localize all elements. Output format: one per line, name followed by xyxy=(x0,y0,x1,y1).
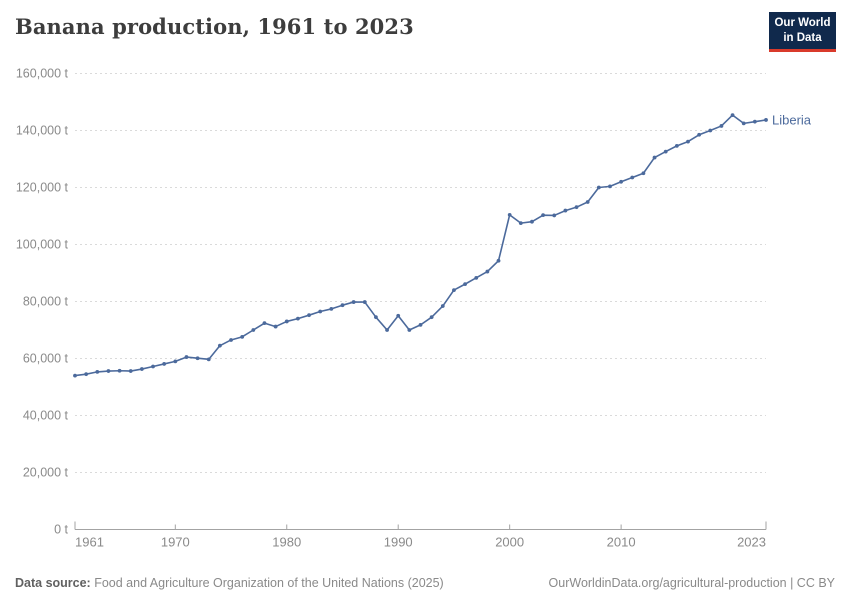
data-point xyxy=(764,118,768,122)
data-point xyxy=(173,359,178,364)
data-point xyxy=(162,362,167,366)
data-point xyxy=(518,221,523,226)
data-point xyxy=(563,208,568,213)
data-point xyxy=(117,368,122,373)
y-tick-label: 160,000 t xyxy=(16,67,69,81)
data-point xyxy=(128,369,133,373)
data-point xyxy=(741,121,746,126)
data-point xyxy=(151,364,155,369)
data-point xyxy=(262,321,267,326)
x-tick-label: 1961 xyxy=(75,535,104,550)
data-point xyxy=(452,288,456,292)
y-tick-label: 0 t xyxy=(54,523,68,537)
data-point xyxy=(663,149,668,154)
data-point xyxy=(184,355,189,359)
data-point xyxy=(284,319,289,324)
owid-logo-text: Our World in Data xyxy=(774,17,831,44)
x-tick-label: 1970 xyxy=(161,535,190,550)
y-tick-label: 60,000 t xyxy=(23,352,69,366)
data-point xyxy=(240,334,245,339)
x-tick-label: 2000 xyxy=(495,535,524,550)
x-tick-label: 1980 xyxy=(272,535,301,550)
data-point xyxy=(73,373,77,378)
data-point xyxy=(608,184,612,189)
footer-datasource: Data source: Food and Agriculture Organi… xyxy=(15,576,444,590)
data-point xyxy=(574,205,579,210)
data-point xyxy=(195,356,200,361)
x-tick-label: 1990 xyxy=(384,535,413,550)
data-line xyxy=(74,114,767,377)
data-point xyxy=(340,303,345,308)
owid-logo[interactable]: Our World in Data xyxy=(769,12,836,52)
y-tick-label: 80,000 t xyxy=(23,295,69,309)
data-point xyxy=(396,313,401,318)
data-point xyxy=(429,315,434,320)
y-tick-label: 140,000 t xyxy=(16,124,69,138)
data-point xyxy=(251,328,256,332)
data-point xyxy=(686,139,690,144)
series-end-label[interactable]: Liberia xyxy=(772,112,812,127)
data-point xyxy=(229,338,233,342)
y-tick-label: 40,000 t xyxy=(23,409,69,423)
data-point xyxy=(385,328,389,332)
x-tick-label: 2023 xyxy=(737,535,766,550)
data-point xyxy=(596,185,601,190)
data-point xyxy=(95,369,100,374)
data-point xyxy=(585,200,590,204)
datasource-label: Data source: xyxy=(15,576,91,590)
data-point xyxy=(463,282,467,287)
y-tick-label: 20,000 t xyxy=(23,466,69,480)
data-point xyxy=(697,132,702,137)
data-point xyxy=(541,213,545,218)
y-tick-label: 100,000 t xyxy=(16,238,69,252)
page-title: Banana production, 1961 to 2023 xyxy=(15,14,414,39)
data-point xyxy=(752,119,757,124)
data-point xyxy=(552,213,557,218)
data-point xyxy=(329,307,334,311)
data-point xyxy=(530,219,534,224)
data-point xyxy=(719,124,724,128)
data-point xyxy=(84,372,89,377)
data-point xyxy=(273,324,278,329)
data-point xyxy=(351,300,356,304)
data-point xyxy=(652,155,657,160)
data-point xyxy=(318,309,323,314)
data-point xyxy=(630,175,635,180)
data-point xyxy=(217,343,222,348)
datasource-text: Food and Agriculture Organization of the… xyxy=(90,576,444,590)
data-point xyxy=(407,328,412,332)
footer-attribution[interactable]: OurWorldinData.org/agricultural-producti… xyxy=(548,576,835,590)
data-point xyxy=(485,269,490,274)
y-tick-label: 120,000 t xyxy=(16,181,69,195)
data-point xyxy=(374,315,378,320)
data-point xyxy=(418,322,423,327)
data-point xyxy=(206,357,211,362)
chart-footer: Data source: Food and Agriculture Organi… xyxy=(15,576,835,590)
data-point xyxy=(619,179,624,184)
data-point xyxy=(674,143,679,148)
data-point xyxy=(307,313,311,318)
data-point xyxy=(474,275,479,280)
data-point xyxy=(641,171,646,176)
x-tick-label: 2010 xyxy=(607,535,636,550)
data-point xyxy=(296,316,300,321)
data-point xyxy=(362,300,367,304)
data-point xyxy=(106,369,111,373)
data-point xyxy=(440,304,445,308)
data-point xyxy=(507,212,512,217)
data-point xyxy=(708,128,713,133)
data-point xyxy=(496,258,501,263)
data-point xyxy=(730,113,735,118)
data-point xyxy=(139,367,144,371)
